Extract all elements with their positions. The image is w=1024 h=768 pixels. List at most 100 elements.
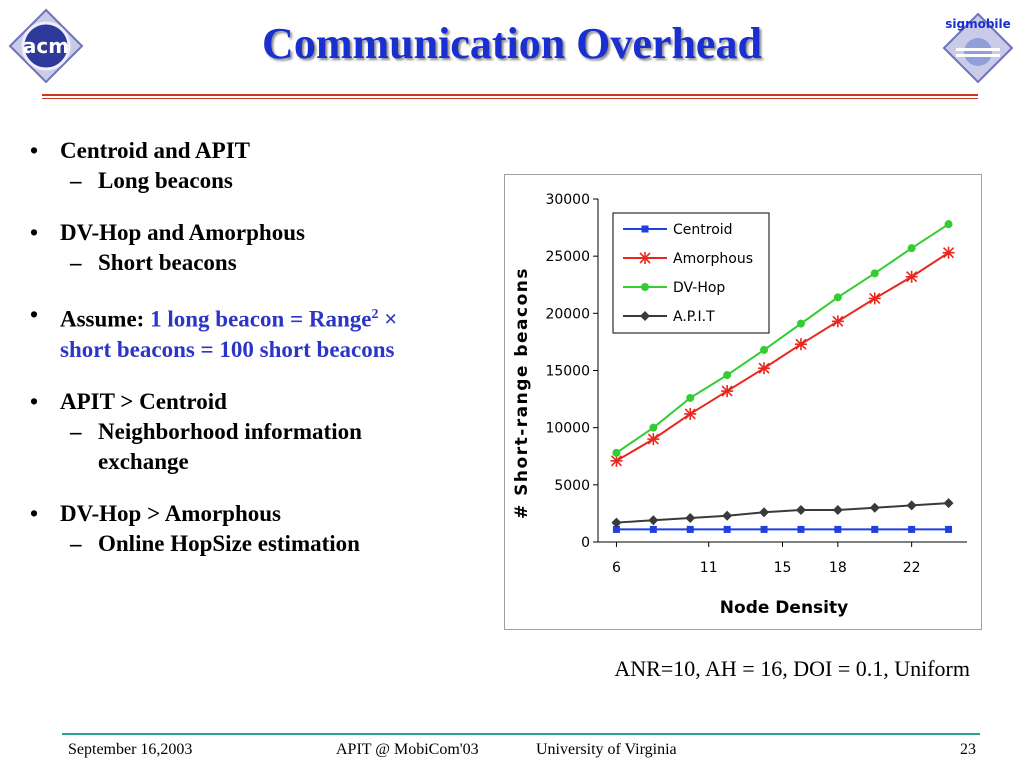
x-tick-label: 11 — [700, 560, 718, 576]
data-point-centroid — [760, 525, 768, 533]
series-line-dv-hop — [615, 223, 950, 454]
data-point-dv-hop — [870, 269, 879, 278]
bullet-item: • Assume: 1 long beacon = Range2 × short b… — [30, 302, 398, 362]
y-tick-label: 30000 — [545, 192, 590, 208]
bullet-item: • DV-Hop and Amorphous — [30, 220, 305, 245]
data-point-centroid — [723, 525, 731, 533]
y-tick-label: 25000 — [545, 249, 590, 265]
data-point-dv-hop — [907, 244, 916, 253]
sub-bullet-text: Long beacons — [98, 168, 233, 193]
bullet-superscript: 2 — [371, 307, 379, 322]
slide-title: Communication Overhead — [262, 19, 762, 68]
sub-bullet-text-cont: exchange — [98, 448, 189, 474]
sub-bullet-item: – Online HopSize estimation — [70, 530, 360, 556]
bullet-highlight-line2: short beacons = 100 short beacons — [60, 336, 395, 362]
data-point-centroid — [649, 525, 657, 533]
data-point-dv-hop — [760, 345, 769, 354]
data-point-a-p-i-t — [943, 498, 954, 509]
y-axis-label: # Short-range beacons — [512, 267, 532, 519]
bullet-item: • APIT > Centroid — [30, 388, 227, 414]
data-point-centroid — [908, 525, 916, 533]
bullet-text: APIT > Centroid — [60, 388, 227, 414]
data-point-a-p-i-t — [685, 512, 696, 523]
series-line-amorphous — [615, 251, 950, 462]
bullet-highlight: 1 long beacon = Range — [150, 306, 372, 332]
legend-label-dv-hop: DV-Hop — [673, 280, 725, 296]
data-point-a-p-i-t — [795, 504, 806, 515]
data-point-dv-hop — [833, 293, 842, 302]
footer-university: University of Virginia — [536, 741, 677, 758]
data-point-amorphous — [758, 362, 771, 375]
bottom-divider — [62, 733, 980, 735]
x-tick-label: 18 — [829, 560, 847, 576]
sub-bullet-text: Neighborhood information — [98, 418, 362, 444]
legend-marker-dv-hop — [641, 283, 649, 291]
sub-bullet-text: Online HopSize estimation — [98, 530, 360, 556]
data-point-centroid — [797, 525, 805, 533]
data-point-centroid — [871, 525, 879, 533]
chart-legend — [612, 212, 770, 334]
legend-marker-centroid — [641, 225, 649, 233]
legend-label-a-p-i-t: A.P.I.T — [673, 309, 715, 325]
data-point-a-p-i-t — [869, 502, 880, 513]
y-tick-label: 5000 — [554, 478, 590, 494]
data-point-dv-hop — [649, 423, 658, 432]
data-point-amorphous — [610, 454, 623, 467]
data-point-dv-hop — [612, 448, 621, 457]
data-point-centroid — [686, 525, 694, 533]
footer-conference: APIT @ MobiCom'03 — [336, 741, 479, 758]
data-point-amorphous — [905, 270, 918, 283]
footer-page-number: 23 — [960, 741, 976, 758]
data-point-amorphous — [868, 292, 881, 305]
bullet-times: × — [378, 306, 398, 332]
data-point-a-p-i-t — [906, 500, 917, 511]
data-point-amorphous — [684, 407, 697, 420]
sub-bullet-item: – Long beacons — [70, 168, 233, 193]
x-tick-label: 6 — [612, 560, 621, 576]
sigmobile-logo: sigmobile — [940, 8, 1016, 84]
data-point-amorphous — [831, 315, 844, 328]
data-point-centroid — [612, 525, 620, 533]
bullet-prefix: Assume: — [60, 306, 151, 332]
data-point-a-p-i-t — [611, 517, 622, 528]
legend-label-centroid: Centroid — [673, 222, 733, 238]
footer-date: September 16,2003 — [68, 741, 193, 758]
data-point-a-p-i-t — [648, 515, 659, 526]
data-point-dv-hop — [723, 371, 732, 380]
legend-marker-a-p-i-t — [640, 311, 650, 321]
data-point-a-p-i-t — [759, 507, 770, 518]
data-point-dv-hop — [944, 220, 953, 229]
y-tick-label: 0 — [581, 535, 590, 551]
data-point-amorphous — [794, 338, 807, 351]
bullet-list: • Centroid and APIT – Long beacons • DV-Hop… — [30, 136, 500, 559]
acm-logo: acm — [8, 8, 84, 84]
legend-label-amorphous: Amorphous — [673, 251, 753, 267]
y-tick-label: 10000 — [545, 421, 590, 437]
chart-frame: 0 5000 10000 15000 20000 25000 30000 6 11 15 18 22 … — [504, 174, 982, 630]
acm-logo-text: acm — [23, 34, 69, 58]
data-point-a-p-i-t — [832, 504, 843, 515]
data-point-amorphous — [942, 246, 955, 259]
data-point-a-p-i-t — [722, 510, 733, 521]
data-point-centroid — [834, 525, 842, 533]
x-tick-label: 22 — [903, 560, 921, 576]
bullet-text: DV-Hop > Amorphous — [60, 500, 281, 526]
sub-bullet-item: – Neighborhood information exchange — [70, 418, 362, 474]
y-tick-label: 20000 — [545, 306, 590, 322]
sub-bullet-item: – Short beacons — [70, 250, 237, 275]
data-point-centroid — [945, 525, 953, 533]
x-axis-label: Node Density — [720, 598, 848, 618]
top-divider — [42, 94, 978, 96]
data-point-amorphous — [721, 385, 734, 398]
chart-caption: ANR=10, AH = 16, DOI = 0.1, Uniform — [614, 656, 970, 681]
bullet-item: • Centroid and APIT — [30, 138, 251, 163]
data-point-amorphous — [647, 433, 660, 446]
bullet-text: DV-Hop and Amorphous — [60, 220, 305, 245]
bullet-text: Centroid and APIT — [60, 138, 251, 163]
series-line-a-p-i-t — [616, 502, 949, 524]
bullet-item: • DV-Hop > Amorphous — [30, 500, 281, 526]
data-point-dv-hop — [796, 319, 805, 328]
sub-bullet-text: Short beacons — [98, 250, 237, 275]
top-divider-thin — [42, 98, 978, 99]
